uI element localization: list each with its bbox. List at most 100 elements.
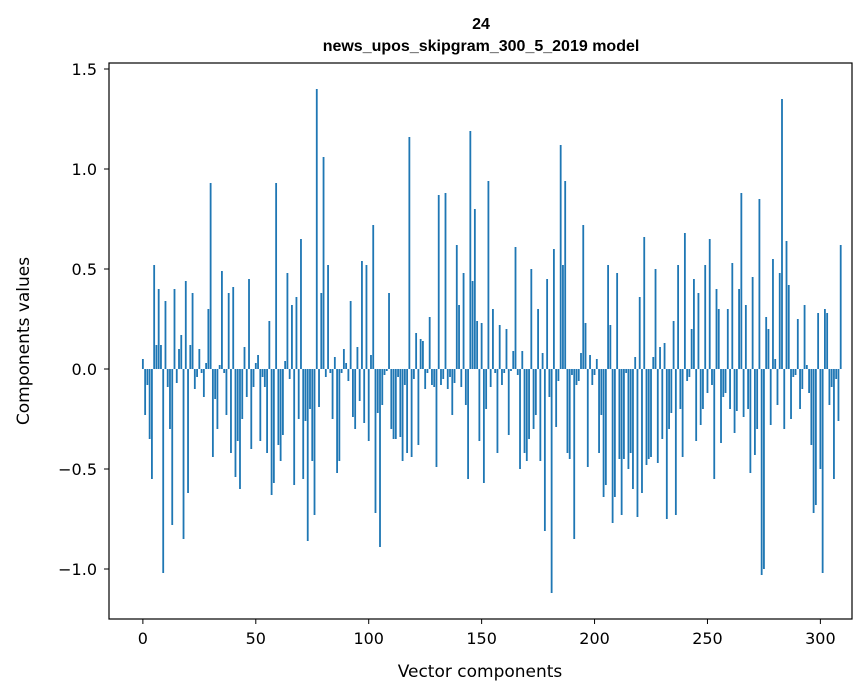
bar-274 [760, 369, 763, 575]
bar-174 [534, 369, 537, 415]
bar-199 [591, 369, 594, 385]
bar-200 [593, 369, 596, 375]
bar-134 [444, 193, 447, 369]
bar-304 [828, 369, 831, 405]
bar-247 [699, 369, 702, 425]
bar-4 [151, 369, 153, 479]
bar-135 [446, 369, 449, 389]
bar-69 [297, 369, 300, 419]
bar-184 [557, 369, 560, 381]
bar-47 [248, 279, 250, 369]
y-tick-label-0: −1.0 [58, 560, 97, 579]
bar-71 [302, 369, 305, 479]
x-tick-label-50: 50 [246, 629, 266, 648]
bar-50 [254, 363, 257, 369]
bar-253 [713, 369, 716, 479]
bar-58 [272, 369, 275, 483]
y-tick-label-3: 0.5 [72, 260, 97, 279]
bar-185 [559, 145, 562, 369]
bar-292 [801, 369, 804, 389]
bar-219 [636, 369, 639, 517]
bar-99 [365, 265, 368, 369]
bar-9 [162, 369, 165, 573]
x-tick-label-0: 0 [138, 629, 148, 648]
bar-77 [315, 89, 318, 369]
bar-187 [564, 181, 567, 369]
bar-16 [178, 349, 180, 369]
bar-249 [704, 265, 707, 369]
bar-198 [589, 355, 591, 369]
bar-216 [629, 369, 632, 453]
bar-259 [726, 309, 729, 369]
bar-30 [209, 183, 212, 369]
bar-307 [835, 369, 838, 379]
bar-278 [769, 369, 772, 425]
bar-226 [652, 357, 655, 369]
bar-188 [566, 369, 569, 453]
bar-189 [568, 369, 571, 459]
bar-173 [532, 369, 535, 429]
bar-158 [498, 325, 501, 369]
y-axis-ticks: −1.0 −0.5 0.0 0.5 1.0 1.5 [58, 60, 109, 579]
bar-18 [182, 369, 185, 539]
bar-124 [422, 341, 424, 369]
bar-131 [437, 195, 440, 369]
bar-132 [440, 369, 442, 385]
bar-62 [281, 369, 284, 435]
bar-143 [464, 369, 467, 405]
bar-53 [261, 369, 264, 377]
bar-103 [374, 369, 377, 513]
bar-308 [837, 369, 840, 421]
bar-290 [796, 319, 799, 369]
bar-81 [324, 369, 327, 377]
plot-frame [108, 62, 853, 620]
bar-34 [218, 365, 221, 369]
bar-155 [492, 309, 494, 369]
bar-244 [693, 279, 695, 369]
bar-182 [552, 249, 555, 369]
bar-273 [758, 199, 761, 369]
bar-106 [381, 369, 384, 405]
bar-218 [634, 357, 637, 369]
bar-129 [433, 369, 436, 387]
bar-90 [345, 363, 348, 369]
bar-152 [485, 369, 488, 409]
bar-140 [458, 305, 460, 369]
y-axis-label: Components values [14, 257, 34, 425]
bar-series [141, 89, 842, 593]
bar-261 [731, 263, 734, 369]
x-tick-label-250: 250 [692, 629, 723, 648]
bar-192 [575, 369, 578, 385]
bar-19 [184, 281, 187, 369]
bar-130 [435, 369, 438, 467]
bar-309 [839, 245, 842, 369]
bar-57 [270, 369, 273, 495]
bar-271 [753, 369, 756, 455]
bar-241 [686, 369, 689, 381]
bar-0 [141, 359, 144, 369]
bar-267 [744, 305, 747, 369]
bar-231 [663, 343, 666, 369]
bar-234 [670, 369, 673, 413]
bar-294 [805, 365, 808, 369]
bar-52 [259, 369, 262, 441]
bar-35 [221, 271, 223, 369]
bar-283 [781, 99, 783, 369]
bar-179 [546, 279, 549, 369]
bar-293 [803, 305, 806, 369]
bar-63 [284, 361, 287, 369]
bar-51 [257, 355, 259, 369]
bar-26 [200, 369, 203, 373]
bar-15 [175, 369, 178, 383]
bar-72 [304, 369, 307, 421]
bar-166 [516, 369, 519, 375]
bar-202 [598, 369, 600, 453]
bar-288 [792, 369, 795, 377]
bar-191 [573, 369, 576, 539]
bar-108 [385, 369, 388, 371]
bar-297 [812, 369, 815, 513]
bar-265 [740, 193, 743, 369]
bar-83 [329, 369, 332, 373]
bar-91 [347, 369, 350, 381]
